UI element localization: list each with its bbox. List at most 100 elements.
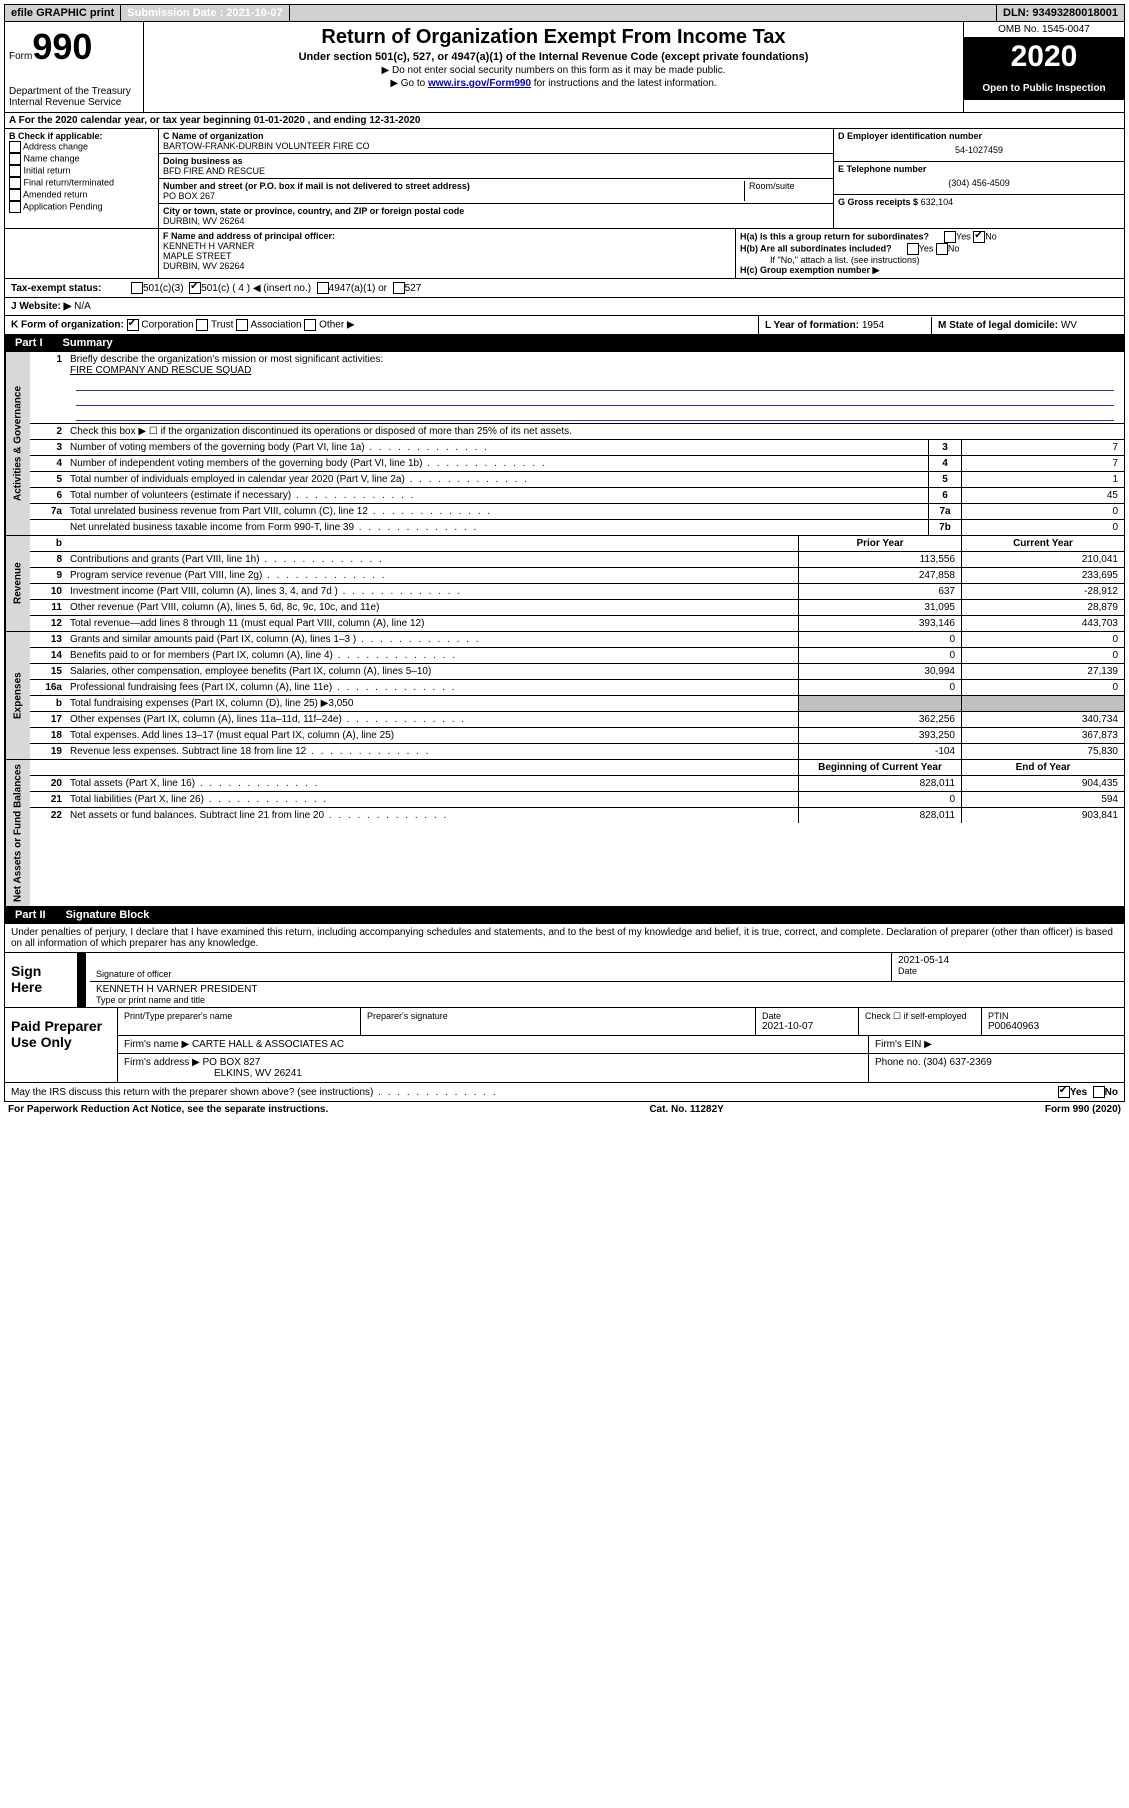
opt-4947[interactable]: 4947(a)(1) or bbox=[329, 283, 387, 294]
line-2-num: 2 bbox=[30, 424, 66, 439]
e22: 903,841 bbox=[961, 808, 1124, 823]
ein-label: D Employer identification number bbox=[838, 131, 1120, 141]
irs-link[interactable]: www.irs.gov/Form990 bbox=[428, 78, 531, 89]
subtitle: Under section 501(c), 527, or 4947(a)(1)… bbox=[148, 51, 959, 63]
declaration: Under penalties of perjury, I declare th… bbox=[4, 924, 1125, 953]
ptin-label: PTIN bbox=[988, 1011, 1118, 1021]
website-label: J Website: ▶ bbox=[11, 301, 71, 312]
box-h: H(a) Is this a group return for subordin… bbox=[736, 229, 1124, 278]
line-6-desc: Total number of volunteers (estimate if … bbox=[66, 488, 928, 503]
line-17-desc: Other expenses (Part IX, column (A), lin… bbox=[66, 712, 798, 727]
self-employed-check[interactable]: Check ☐ if self-employed bbox=[859, 1008, 982, 1035]
officer-street: MAPLE STREET bbox=[163, 251, 731, 261]
line-11-desc: Other revenue (Part VIII, column (A), li… bbox=[66, 600, 798, 615]
c16b bbox=[961, 696, 1124, 711]
opt-527[interactable]: 527 bbox=[405, 283, 422, 294]
p11: 31,095 bbox=[798, 600, 961, 615]
p12: 393,146 bbox=[798, 616, 961, 631]
expenses-section: Expenses 13Grants and similar amounts pa… bbox=[4, 632, 1125, 760]
check-amended-return[interactable]: Amended return bbox=[9, 189, 154, 201]
firm-addr-label: Firm's address ▶ bbox=[124, 1057, 200, 1068]
dept-treasury: Department of the Treasury bbox=[9, 86, 139, 97]
street-label: Number and street (or P.O. box if mail i… bbox=[163, 181, 744, 191]
prep-sig-label: Preparer's signature bbox=[367, 1011, 749, 1021]
discuss-no[interactable]: No bbox=[1105, 1087, 1118, 1098]
sig-arrow-icon bbox=[78, 982, 86, 1007]
blank bbox=[66, 536, 798, 551]
line-1-label: Briefly describe the organization's miss… bbox=[70, 354, 1120, 365]
sign-here-label: Sign Here bbox=[5, 953, 77, 1007]
line-5-num: 5 bbox=[30, 472, 66, 487]
check-address-change[interactable]: Address change bbox=[9, 141, 154, 153]
p17: 362,256 bbox=[798, 712, 961, 727]
form-id-cell: Form990 Department of the Treasury Inter… bbox=[5, 22, 144, 112]
footer-right: Form 990 (2020) bbox=[1045, 1104, 1121, 1115]
gross-receipts-label: G Gross receipts $ bbox=[838, 197, 918, 207]
discuss-yes[interactable]: Yes bbox=[1070, 1087, 1087, 1098]
line-15-desc: Salaries, other compensation, employee b… bbox=[66, 664, 798, 679]
top-bar: efile GRAPHIC print Submission Date : 20… bbox=[4, 4, 1125, 22]
firm-name-label: Firm's name ▶ bbox=[124, 1039, 189, 1050]
c10: -28,912 bbox=[961, 584, 1124, 599]
line-10-desc: Investment income (Part VIII, column (A)… bbox=[66, 584, 798, 599]
part-2-header: Part II Signature Block bbox=[4, 907, 1125, 924]
paid-preparer-label: Paid Preparer Use Only bbox=[5, 1008, 117, 1082]
line-7a-desc: Total unrelated business revenue from Pa… bbox=[66, 504, 928, 519]
blank: b bbox=[30, 536, 66, 551]
org-corp[interactable]: Corporation bbox=[141, 320, 193, 331]
c14: 0 bbox=[961, 648, 1124, 663]
discuss-text: May the IRS discuss this return with the… bbox=[11, 1087, 1058, 1098]
footer-mid: Cat. No. 11282Y bbox=[649, 1104, 723, 1115]
box-7a: 7a bbox=[928, 504, 961, 519]
row-l: L Year of formation: 1954 bbox=[759, 317, 932, 334]
tax-exempt-label: Tax-exempt status: bbox=[11, 283, 131, 294]
opt-501c[interactable]: 501(c) ( 4 ) ◀ (insert no.) bbox=[201, 283, 311, 294]
side-expenses: Expenses bbox=[5, 632, 30, 759]
line-3-desc: Number of voting members of the governin… bbox=[66, 440, 928, 455]
col-prior-year: Prior Year bbox=[798, 536, 961, 551]
efile-print-button[interactable]: efile GRAPHIC print bbox=[5, 5, 121, 21]
officer-signature-line[interactable] bbox=[96, 955, 885, 969]
box-d-e-g: D Employer identification number 54-1027… bbox=[833, 129, 1124, 228]
p18: 393,250 bbox=[798, 728, 961, 743]
c8: 210,041 bbox=[961, 552, 1124, 567]
line-13-desc: Grants and similar amounts paid (Part IX… bbox=[66, 632, 798, 647]
opt-501c3[interactable]: 501(c)(3) bbox=[143, 283, 184, 294]
line-6-num: 6 bbox=[30, 488, 66, 503]
e21: 594 bbox=[961, 792, 1124, 807]
line-4-desc: Number of independent voting members of … bbox=[66, 456, 928, 471]
line-7b-desc: Net unrelated business taxable income fr… bbox=[66, 520, 928, 535]
entity-block: B Check if applicable: Address change Na… bbox=[4, 129, 1125, 229]
box-b-heading: B Check if applicable: bbox=[9, 131, 154, 141]
dba-label: Doing business as bbox=[163, 156, 829, 166]
tax-year: 2020 bbox=[964, 38, 1124, 77]
line-8-desc: Contributions and grants (Part VIII, lin… bbox=[66, 552, 798, 567]
line-16a-desc: Professional fundraising fees (Part IX, … bbox=[66, 680, 798, 695]
box-6: 6 bbox=[928, 488, 961, 503]
box-4: 4 bbox=[928, 456, 961, 471]
org-other[interactable]: Other ▶ bbox=[319, 320, 354, 331]
blank-col bbox=[5, 229, 159, 278]
line-20-desc: Total assets (Part X, line 16) bbox=[66, 776, 798, 791]
omb-number: OMB No. 1545-0047 bbox=[964, 22, 1124, 38]
box-b: B Check if applicable: Address change Na… bbox=[5, 129, 159, 228]
line-2-desc: Check this box ▶ ☐ if the organization d… bbox=[66, 424, 1124, 439]
check-final-return[interactable]: Final return/terminated bbox=[9, 177, 154, 189]
blank-line bbox=[76, 376, 1114, 391]
row-a-period: A For the 2020 calendar year, or tax yea… bbox=[4, 113, 1125, 129]
check-application-pending[interactable]: Application Pending bbox=[9, 201, 154, 213]
org-name: BARTOW-FRANK-DURBIN VOLUNTEER FIRE CO bbox=[163, 141, 829, 151]
org-assoc[interactable]: Association bbox=[250, 320, 301, 331]
officer-print-name: KENNETH H VARNER PRESIDENT bbox=[96, 984, 1118, 995]
activities-governance-section: Activities & Governance 1 Briefly descri… bbox=[4, 352, 1125, 536]
box-5: 5 bbox=[928, 472, 961, 487]
org-name-label: C Name of organization bbox=[163, 131, 829, 141]
side-revenue: Revenue bbox=[5, 536, 30, 631]
p9: 247,858 bbox=[798, 568, 961, 583]
officer-signature-label: Signature of officer bbox=[96, 969, 885, 979]
check-name-change[interactable]: Name change bbox=[9, 153, 154, 165]
col-beginning: Beginning of Current Year bbox=[798, 760, 961, 775]
org-trust[interactable]: Trust bbox=[211, 320, 233, 331]
check-initial-return[interactable]: Initial return bbox=[9, 165, 154, 177]
val-7a: 0 bbox=[961, 504, 1124, 519]
